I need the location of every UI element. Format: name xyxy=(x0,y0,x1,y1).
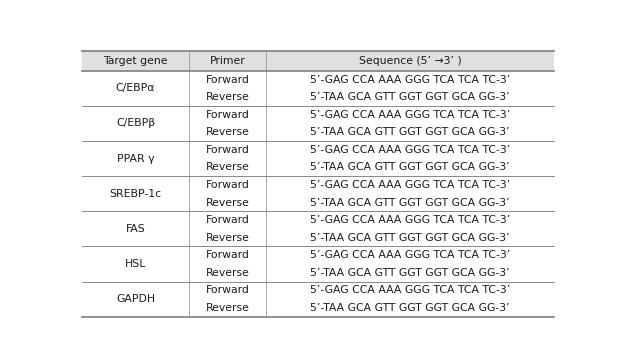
Text: Reverse: Reverse xyxy=(206,197,250,208)
Text: 5’-TAA GCA GTT GGT GGT GCA GG-3’: 5’-TAA GCA GTT GGT GGT GCA GG-3’ xyxy=(310,127,510,137)
Text: C/EBPβ: C/EBPβ xyxy=(116,118,155,129)
Text: 5’-GAG CCA AAA GGG TCA TCA TC-3’: 5’-GAG CCA AAA GGG TCA TCA TC-3’ xyxy=(310,180,510,190)
Text: Reverse: Reverse xyxy=(206,233,250,243)
Text: Forward: Forward xyxy=(206,75,250,84)
Text: Forward: Forward xyxy=(206,250,250,260)
Text: 5’-TAA GCA GTT GGT GGT GCA GG-3’: 5’-TAA GCA GTT GGT GGT GCA GG-3’ xyxy=(310,303,510,313)
Text: Forward: Forward xyxy=(206,145,250,155)
Text: FAS: FAS xyxy=(125,224,145,234)
Text: Target gene: Target gene xyxy=(103,56,168,66)
Text: SREBP-1c: SREBP-1c xyxy=(109,189,161,199)
Text: Sequence (5’ →3’ ): Sequence (5’ →3’ ) xyxy=(359,56,461,66)
Text: Primer: Primer xyxy=(210,56,245,66)
Text: C/EBPα: C/EBPα xyxy=(116,83,155,93)
Text: Reverse: Reverse xyxy=(206,303,250,313)
Text: Forward: Forward xyxy=(206,180,250,190)
Text: 5’-TAA GCA GTT GGT GGT GCA GG-3’: 5’-TAA GCA GTT GGT GGT GCA GG-3’ xyxy=(310,197,510,208)
Text: Forward: Forward xyxy=(206,109,250,120)
Text: PPAR γ: PPAR γ xyxy=(117,154,154,164)
Text: GAPDH: GAPDH xyxy=(116,294,155,304)
Text: 5’-GAG CCA AAA GGG TCA TCA TC-3’: 5’-GAG CCA AAA GGG TCA TCA TC-3’ xyxy=(310,285,510,295)
Text: Forward: Forward xyxy=(206,215,250,225)
Text: 5’-TAA GCA GTT GGT GGT GCA GG-3’: 5’-TAA GCA GTT GGT GGT GCA GG-3’ xyxy=(310,162,510,172)
Bar xyxy=(83,51,554,71)
Text: 5’-GAG CCA AAA GGG TCA TCA TC-3’: 5’-GAG CCA AAA GGG TCA TCA TC-3’ xyxy=(310,215,510,225)
Text: Reverse: Reverse xyxy=(206,92,250,102)
Text: 5’-GAG CCA AAA GGG TCA TCA TC-3’: 5’-GAG CCA AAA GGG TCA TCA TC-3’ xyxy=(310,75,510,84)
Text: HSL: HSL xyxy=(125,259,146,269)
Text: Reverse: Reverse xyxy=(206,268,250,278)
Text: 5’-GAG CCA AAA GGG TCA TCA TC-3’: 5’-GAG CCA AAA GGG TCA TCA TC-3’ xyxy=(310,109,510,120)
Text: Forward: Forward xyxy=(206,285,250,295)
Text: 5’-TAA GCA GTT GGT GGT GCA GG-3’: 5’-TAA GCA GTT GGT GGT GCA GG-3’ xyxy=(310,268,510,278)
Text: Reverse: Reverse xyxy=(206,162,250,172)
Text: Reverse: Reverse xyxy=(206,127,250,137)
Text: 5’-TAA GCA GTT GGT GGT GCA GG-3’: 5’-TAA GCA GTT GGT GGT GCA GG-3’ xyxy=(310,92,510,102)
Text: 5’-GAG CCA AAA GGG TCA TCA TC-3’: 5’-GAG CCA AAA GGG TCA TCA TC-3’ xyxy=(310,250,510,260)
Text: 5’-TAA GCA GTT GGT GGT GCA GG-3’: 5’-TAA GCA GTT GGT GGT GCA GG-3’ xyxy=(310,233,510,243)
Text: 5’-GAG CCA AAA GGG TCA TCA TC-3’: 5’-GAG CCA AAA GGG TCA TCA TC-3’ xyxy=(310,145,510,155)
